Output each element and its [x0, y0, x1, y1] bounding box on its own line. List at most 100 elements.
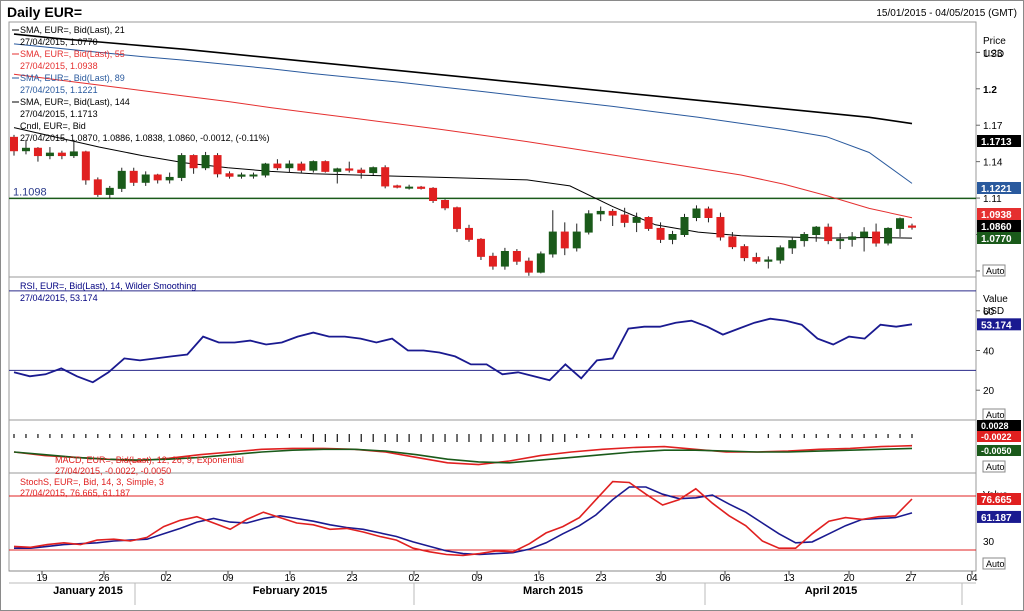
rsi-tag: 53.174 [981, 320, 1012, 331]
rsi-legend: 27/04/2015, 53.174 [20, 293, 98, 303]
stoch-tag-bg [977, 493, 1021, 506]
macd-tag: -0.0050 [981, 446, 1012, 456]
candle-body [680, 217, 689, 235]
x-day-label: 26 [98, 573, 110, 584]
support-label: 1.1098 [13, 186, 47, 198]
rsi-tick-label: 20 [983, 386, 995, 397]
candle-body [860, 231, 869, 238]
candle-body [464, 227, 473, 240]
macd-tag-bg [977, 445, 1021, 456]
candle-body [129, 170, 138, 183]
stoch-legend: StochS, EUR=, Bid, 14, 3, Simple, 3 [20, 477, 164, 487]
rsi-axis-title: Value [983, 294, 1008, 305]
legend-item: SMA, EUR=, Bid(Last), 55 [20, 49, 125, 59]
candle-body [512, 251, 521, 262]
macd-tag-bg [977, 431, 1021, 442]
rsi-axis-unit: USD [983, 306, 1004, 317]
candle-body [153, 174, 162, 181]
x-day-label: 09 [471, 573, 483, 584]
x-month-label: February 2015 [253, 585, 328, 597]
price-tag: 1.0938 [981, 210, 1012, 221]
x-day-label: 20 [843, 573, 855, 584]
legend-item: SMA, EUR=, Bid(Last), 144 [20, 97, 130, 107]
sma-line-sma-21 [13, 127, 913, 239]
stoch-tag: 61.187 [981, 513, 1012, 524]
panel-stoch [8, 472, 977, 572]
candle-body [824, 226, 833, 242]
candle-body [488, 255, 497, 267]
macd-auto-label: Auto [986, 462, 1005, 472]
sma-line-sma-89 [13, 43, 913, 184]
stoch-k-line [13, 480, 913, 557]
candle-body [668, 234, 677, 240]
x-day-label: 02 [408, 573, 420, 584]
stoch-d-line [14, 486, 913, 556]
price-tag: 1.0770 [981, 234, 1012, 245]
macd-legend: MACD, EUR=, Bid(Last), 12, 26, 9, Expone… [55, 455, 244, 465]
sma-line-sma-144 [13, 33, 913, 125]
candle-body [644, 217, 653, 229]
candle-body [764, 259, 773, 262]
candle-body [596, 210, 605, 215]
x-day-label: 23 [595, 573, 607, 584]
stoch-tick-label: 30 [983, 537, 995, 548]
rsi-tick-label: 60 [983, 307, 995, 318]
rsi-tag-bg [977, 318, 1021, 331]
stoch-tag: 76.665 [981, 495, 1012, 506]
legend-item: SMA, EUR=, Bid(Last), 89 [20, 73, 125, 83]
candle-body [213, 155, 222, 175]
candle-body [656, 227, 665, 240]
legend-item: 27/04/2015, 1.0870, 1.0886, 1.0838, 1.08… [20, 133, 270, 143]
price-tag-bg [977, 182, 1021, 194]
rsi-legend: RSI, EUR=, Bid(Last), 14, Wilder Smoothi… [20, 281, 196, 291]
x-day-label: 30 [655, 573, 667, 584]
candle-body [572, 231, 581, 249]
candle-body [476, 238, 485, 257]
candle-body [381, 167, 390, 187]
candle-body [117, 170, 126, 189]
candle-body [225, 173, 234, 177]
x-day-label: 16 [284, 573, 296, 584]
candle-body [584, 213, 593, 233]
price-tag-bg [977, 220, 1021, 232]
rsi-line [13, 317, 913, 384]
price-axis-title: Price [983, 36, 1006, 47]
price-axis-unit: USD [983, 49, 1004, 60]
candle-body [33, 147, 42, 157]
candle-body [908, 225, 916, 228]
candle-body [524, 260, 533, 273]
price-tick-label: 1.17 [983, 121, 1003, 132]
candle-body [848, 236, 857, 240]
candle-body [752, 257, 761, 262]
candle-body [297, 163, 306, 171]
x-month-label: April 2015 [805, 585, 858, 597]
price-tag-bg [977, 232, 1021, 244]
candle-body [237, 174, 246, 177]
price-tick-label: 1.2 [983, 85, 997, 96]
candle-body [261, 163, 270, 176]
candle-body [369, 167, 378, 174]
price-tag: 1.0860 [981, 222, 1012, 233]
candle-body [105, 187, 114, 195]
candle-body [896, 218, 905, 229]
candle-body [429, 187, 438, 202]
stoch-auto-button [982, 557, 1006, 570]
candle-body [333, 168, 342, 172]
macd-tag: -0.0022 [981, 432, 1012, 442]
macd-auto-button [982, 460, 1006, 473]
x-day-label: 06 [719, 573, 731, 584]
panel-macd [8, 419, 977, 474]
candle-body [548, 231, 557, 255]
rsi-auto-label: Auto [986, 410, 1005, 420]
candle-body [884, 227, 893, 244]
x-day-label: 27 [905, 573, 917, 584]
candle-body [189, 155, 198, 169]
x-day-label: 19 [36, 573, 48, 584]
x-day-label: 09 [222, 573, 234, 584]
legend-item: 27/04/2015, 1.0770 [20, 37, 98, 47]
x-day-label: 23 [346, 573, 358, 584]
x-day-label: 04 [966, 573, 978, 584]
candle-body [81, 151, 90, 181]
price-tick-label: 1.14 [983, 158, 1003, 169]
